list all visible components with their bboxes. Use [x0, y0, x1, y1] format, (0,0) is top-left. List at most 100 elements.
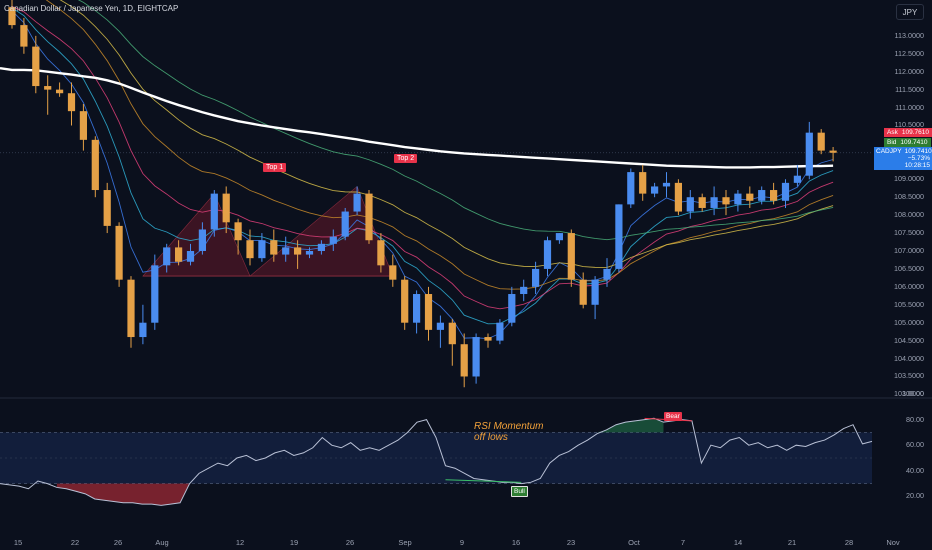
time-tick-label: 16 [511, 538, 521, 547]
candle-body [91, 139, 99, 191]
candle-body [662, 182, 671, 187]
time-tick-label: 26 [113, 538, 123, 547]
candle-body [508, 294, 516, 323]
rsi-tick-label: 20.00 [906, 491, 924, 501]
candle-body [401, 279, 409, 323]
bull-divergence-line [445, 479, 522, 483]
candle-body [186, 250, 195, 262]
ema-line [59, 0, 834, 268]
candle-body [389, 265, 397, 280]
price-tick-label: 111.5000 [895, 84, 924, 94]
ask-tag: Ask 109.7610 [884, 128, 932, 137]
price-tick-label: 105.5000 [894, 299, 924, 309]
price-tick-label: 112.0000 [894, 66, 924, 76]
ask-value: 109.7610 [901, 129, 929, 136]
candle-body [472, 337, 480, 377]
price-tick-label: 110.5000 [894, 120, 924, 130]
price-tick-label: 104.5000 [894, 335, 924, 345]
grid [0, 152, 932, 399]
rsi-panel [0, 417, 873, 506]
candle-body [413, 294, 421, 323]
time-tick-label: Aug [155, 538, 169, 547]
ema-line [11, 10, 834, 340]
candle-body [532, 268, 540, 287]
currency-button[interactable]: JPY [896, 4, 924, 20]
candle-body [746, 193, 754, 201]
candle-body [758, 190, 766, 201]
candle-body [686, 197, 694, 212]
candle-body [710, 197, 718, 208]
price-tick-label: 107.0000 [894, 245, 924, 255]
candle-body [555, 233, 563, 241]
time-tick-label: 26 [345, 538, 355, 547]
bid-label: Bid [887, 139, 897, 146]
top1-triangle [142, 193, 251, 277]
candle-body [365, 193, 373, 241]
candle-body [377, 240, 385, 266]
price-tick-label: 107.5000 [894, 228, 924, 238]
time-tick-label: Sep [398, 538, 412, 547]
candle-body [32, 46, 40, 87]
candle-body [151, 265, 159, 323]
candle-body [258, 240, 266, 259]
candle-body [543, 240, 552, 269]
candle-body [567, 233, 575, 280]
candle-body [639, 172, 647, 194]
rsi-tick-label: 60.00 [906, 440, 924, 450]
ma200-line [0, 66, 834, 169]
rsi-oversold-fill [56, 483, 200, 506]
time-tick-label: 21 [787, 538, 797, 547]
ema-line [45, 0, 834, 290]
ema-line [77, 0, 834, 241]
candle-body [103, 190, 111, 226]
candle-body [305, 250, 314, 255]
candle-body [579, 279, 587, 305]
time-tick-label: 22 [70, 538, 80, 547]
candle-body [615, 204, 623, 269]
time-tick-label: 23 [566, 538, 576, 547]
candle-body [674, 182, 682, 212]
price-tick-label: 106.5000 [894, 263, 924, 273]
candle-body [770, 190, 778, 201]
candle-body [448, 322, 456, 345]
price-tick-label: 103.5000 [894, 371, 924, 381]
price-tick-label: 104.0000 [894, 353, 924, 363]
bull-marker: Bull [511, 486, 528, 497]
time-tick-label: 14 [733, 538, 743, 547]
candle-body [329, 236, 337, 244]
ema-line [11, 6, 834, 310]
candlesticks [8, 0, 837, 388]
price-tick-label: 112.5000 [894, 48, 924, 58]
candle-body [56, 89, 64, 94]
candle-body [805, 132, 813, 176]
symbol-tag: CADJPY 109.7410 −5.73% 10:28:15 [874, 147, 932, 170]
candle-body [341, 211, 349, 237]
moving-averages [0, 0, 834, 340]
candle-body [496, 322, 504, 341]
rsi-line [0, 417, 873, 506]
candle-body [67, 93, 76, 112]
candle-body [20, 25, 28, 47]
ema-line [11, 7, 834, 325]
candle-body [793, 175, 801, 183]
candle-body [829, 150, 837, 153]
rsi-annotation: RSI Momentum off lows [474, 421, 544, 443]
candle-body [781, 182, 790, 201]
price-tick-label: 103.0000 [894, 389, 924, 399]
rsi-tick-label: 40.00 [906, 465, 924, 475]
candle-body [460, 344, 468, 377]
rsi-tick-label: 80.00 [906, 414, 924, 424]
candle-body [317, 243, 325, 251]
symbol-countdown: 10:28:15 [904, 162, 930, 169]
time-tick-label: 12 [235, 538, 245, 547]
candle-body [520, 286, 528, 295]
price-tick-label: 108.5000 [894, 192, 924, 202]
candle-body [817, 132, 825, 151]
time-tick-label: 7 [680, 538, 686, 547]
candle-body [424, 294, 433, 330]
candle-body [210, 193, 218, 230]
candle-body [353, 193, 361, 212]
time-tick-label: Oct [628, 538, 640, 547]
symbol-label: CADJPY [876, 148, 902, 155]
